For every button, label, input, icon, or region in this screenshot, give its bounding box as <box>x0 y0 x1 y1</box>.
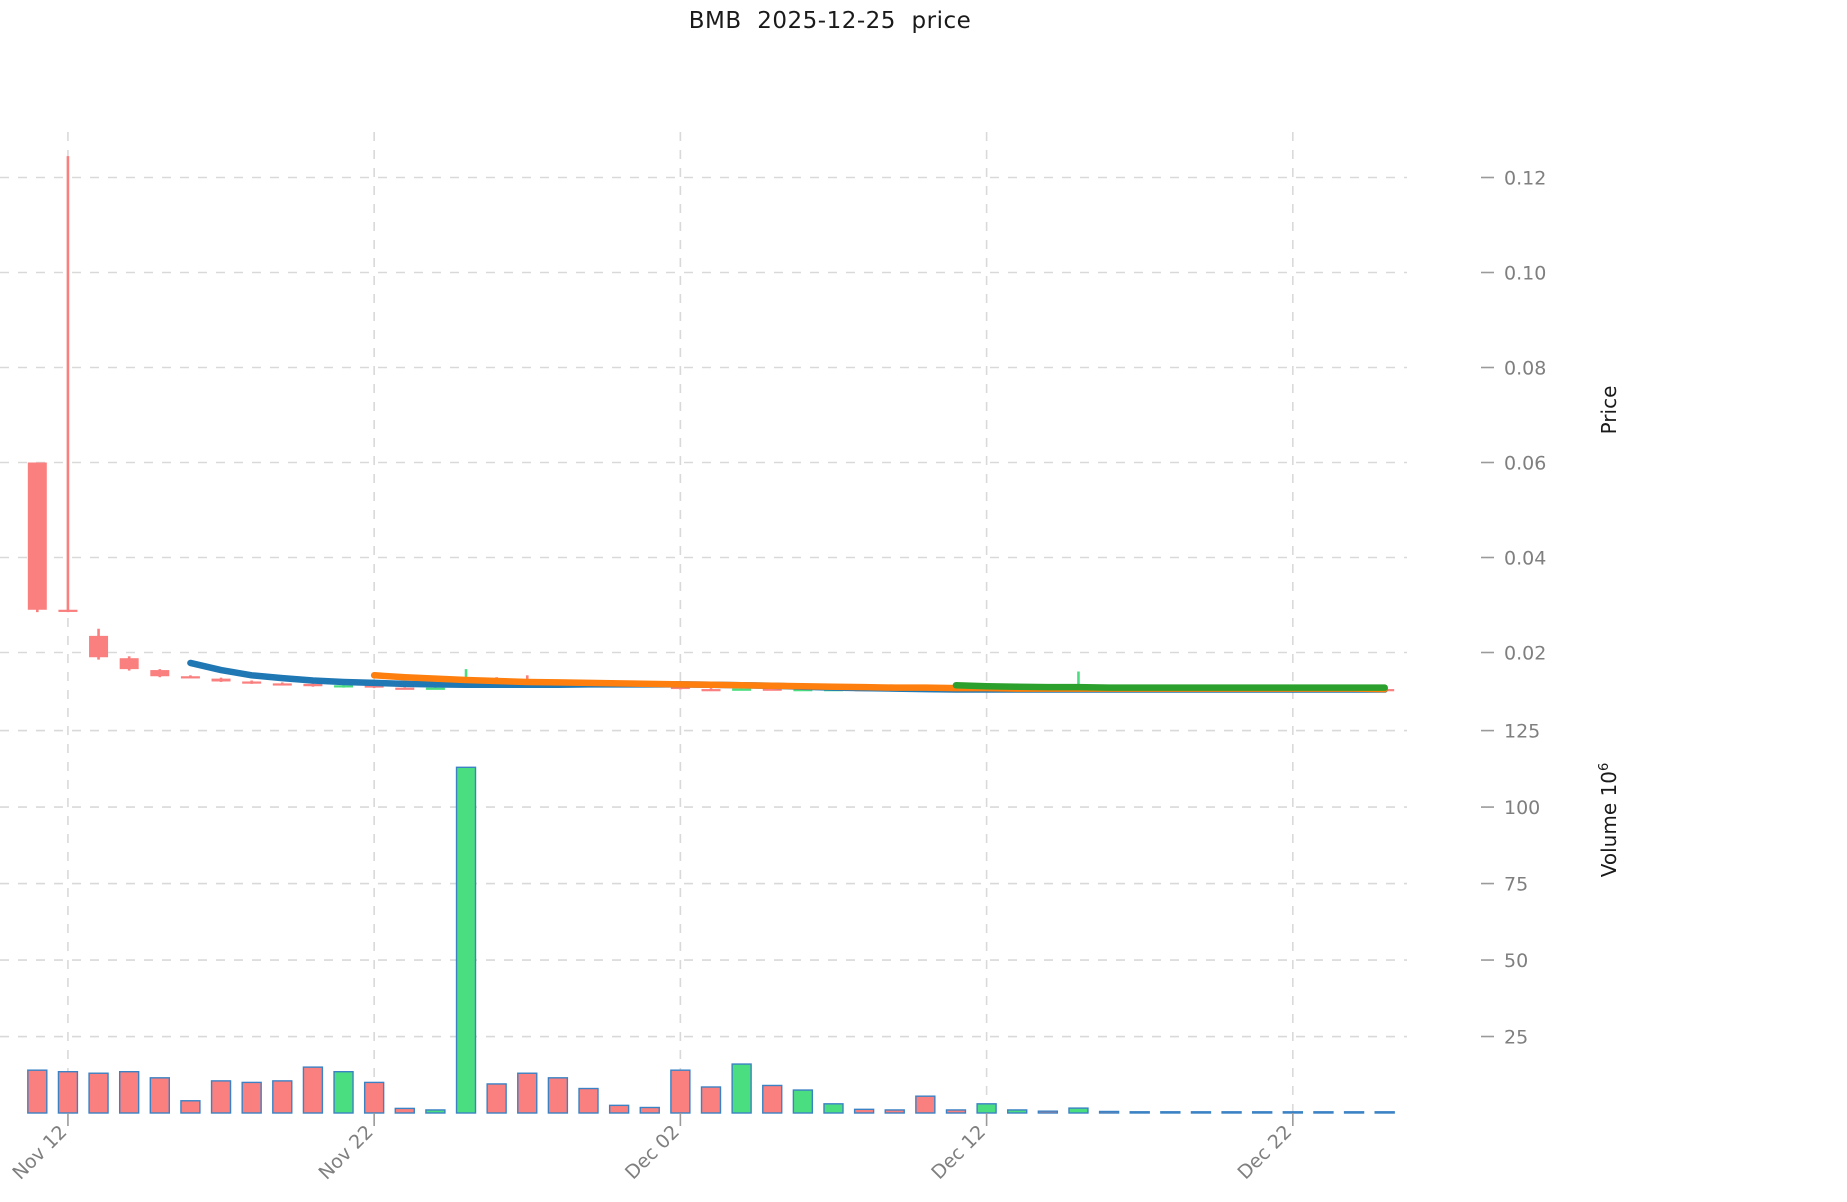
x-tick-label: Dec 12 <box>927 1121 990 1184</box>
volume-bar <box>823 1103 844 1114</box>
volume-bar <box>792 1089 814 1114</box>
volume-bars <box>27 766 1395 1114</box>
volume-axis-title: Volume 106 <box>1597 763 1621 877</box>
price-axis-ticks: 0.12 0.10 0.08 0.06 0.04 0.02 <box>1481 168 1546 665</box>
volume-bar <box>1190 1111 1212 1114</box>
volume-tick-label: 25 <box>1504 1027 1528 1049</box>
volume-bar <box>1007 1109 1028 1114</box>
volume-axis-ticks: 125 100 75 50 25 <box>1481 721 1540 1049</box>
x-tick-label: Dec 22 <box>1233 1121 1296 1184</box>
price-tick-label: 0.10 <box>1504 263 1546 285</box>
candle-body <box>732 688 752 691</box>
volume-bar <box>700 1086 722 1114</box>
vertical-grid <box>67 132 1294 1113</box>
candle-body <box>762 688 782 691</box>
volume-bar <box>731 1063 752 1114</box>
x-tick-label: Dec 02 <box>621 1121 684 1184</box>
volume-bar <box>57 1070 79 1114</box>
volume-bar <box>670 1069 691 1114</box>
volume-bar <box>915 1095 936 1114</box>
volume-bar <box>425 1109 446 1114</box>
volume-tick-label: 125 <box>1504 721 1540 743</box>
ma-line-ma_long <box>952 682 1388 691</box>
volume-grid <box>0 729 1407 1038</box>
volume-tick-label: 50 <box>1504 950 1528 972</box>
volume-bar <box>1282 1111 1304 1114</box>
volume-bar <box>639 1106 660 1114</box>
volume-bar <box>88 1072 109 1114</box>
volume-bar <box>1068 1107 1089 1114</box>
volume-bar <box>853 1108 875 1114</box>
volume-bar <box>547 1077 569 1114</box>
volume-bar <box>241 1081 262 1114</box>
volume-bar <box>363 1081 385 1114</box>
price-tick-label: 0.12 <box>1504 168 1546 190</box>
volume-bar <box>149 1077 170 1114</box>
volume-axis-label: Volume 106 <box>1597 763 1621 877</box>
candle-body <box>119 658 139 670</box>
candle-body <box>395 687 415 690</box>
candle-body <box>211 678 231 682</box>
volume-bar <box>455 766 477 1114</box>
volume-bar <box>333 1070 354 1114</box>
volume-bar <box>517 1072 538 1114</box>
candle-body <box>364 685 384 688</box>
candle-body <box>27 462 47 610</box>
candle-body <box>150 670 170 677</box>
volume-axis-exponent: 6 <box>1597 763 1612 771</box>
price-tick-label: 0.04 <box>1504 548 1546 570</box>
volume-bar <box>1313 1111 1334 1114</box>
volume-bar <box>210 1080 232 1114</box>
volume-bar <box>1037 1110 1059 1114</box>
x-tick-label: Nov 12 <box>8 1121 71 1184</box>
volume-bar <box>578 1087 599 1114</box>
volume-tick-label: 100 <box>1504 797 1540 819</box>
price-axis-label: Price <box>1597 386 1621 435</box>
candle-body <box>701 689 721 692</box>
moving-average-lines <box>187 659 1388 693</box>
volume-bar <box>486 1083 507 1114</box>
volume-bar <box>884 1109 905 1114</box>
price-grid <box>0 176 1407 654</box>
x-axis-ticks: Nov 12 Nov 22 Dec 02 Dec 12 Dec 22 <box>8 1113 1296 1184</box>
candle-body <box>58 609 78 612</box>
candle-body <box>303 683 323 687</box>
volume-bar <box>180 1100 201 1114</box>
candle-body <box>242 681 262 684</box>
price-tick-label: 0.02 <box>1504 643 1546 665</box>
volume-bar <box>976 1103 997 1114</box>
price-axis-title: Price <box>1597 386 1621 435</box>
volume-bar <box>302 1066 324 1114</box>
volume-bar <box>118 1070 140 1114</box>
volume-bar <box>1252 1111 1273 1114</box>
candle-body <box>670 686 690 690</box>
volume-bar <box>1374 1111 1395 1114</box>
volume-bar <box>608 1104 630 1114</box>
x-tick-label: Nov 22 <box>315 1121 378 1184</box>
candle-body <box>272 683 292 686</box>
volume-bar <box>1098 1110 1120 1114</box>
volume-bar <box>1129 1111 1150 1114</box>
volume-bar <box>945 1109 967 1114</box>
volume-bar <box>1160 1111 1181 1114</box>
volume-bar <box>394 1107 415 1114</box>
volume-bar <box>762 1084 783 1114</box>
candle-body <box>180 676 200 679</box>
candle-body <box>793 689 813 692</box>
candle-body <box>425 687 445 690</box>
price-tick-label: 0.08 <box>1504 358 1546 380</box>
volume-bar <box>1221 1111 1242 1114</box>
volume-bar <box>27 1069 48 1114</box>
candle-body <box>334 685 354 688</box>
page-title: BMB 2025-12-25 price <box>688 8 972 34</box>
volume-bar <box>1343 1111 1365 1114</box>
volume-bar <box>272 1080 293 1114</box>
candle-body <box>89 635 109 658</box>
volume-tick-label: 75 <box>1504 874 1528 896</box>
price-tick-label: 0.06 <box>1504 453 1546 475</box>
candlesticks <box>27 156 1395 692</box>
